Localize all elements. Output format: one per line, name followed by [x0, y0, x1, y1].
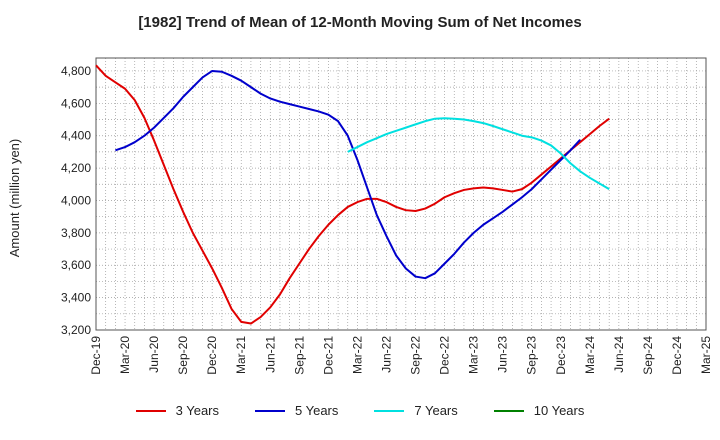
y-tick-label: 3,800: [61, 226, 91, 240]
y-tick-label: 3,400: [61, 291, 91, 305]
y-tick-label: 4,600: [61, 96, 91, 110]
x-tick-label: Dec-22: [438, 336, 452, 375]
legend-item-10-years: 10 Years: [493, 403, 585, 418]
x-tick-label: Dec-23: [554, 336, 568, 375]
y-tick-label: 3,200: [61, 323, 91, 337]
x-tick-label: Jun-21: [263, 336, 277, 373]
series-line-5-years: [115, 69, 581, 280]
x-tick-label: Dec-24: [670, 336, 684, 375]
legend-item-7-years: 7 Years: [374, 403, 458, 418]
grid-lines: [96, 58, 706, 330]
x-tick-label: Mar-20: [118, 336, 132, 374]
x-tick-label: Dec-19: [89, 336, 103, 375]
x-tick-label: Mar-22: [350, 336, 364, 374]
x-tick-label: Dec-21: [321, 336, 335, 375]
x-tick-label: Sep-21: [292, 336, 306, 375]
chart-title: [1982] Trend of Mean of 12-Month Moving …: [138, 14, 582, 31]
x-tick-label: Jun-24: [612, 336, 626, 373]
y-axis-label: Amount (million yen): [7, 139, 22, 258]
x-tick-label: Jun-20: [147, 336, 161, 373]
y-tick-label: 4,200: [61, 161, 91, 175]
x-tick-label: Sep-20: [176, 336, 190, 375]
series-line-7-years: [347, 117, 610, 191]
y-tick-label: 4,400: [61, 129, 91, 143]
plot-area-border: [95, 57, 707, 331]
legend-label: 7 Years: [414, 403, 458, 418]
x-tick-label: Sep-22: [409, 336, 423, 375]
legend-label: 5 Years: [295, 403, 339, 418]
axes: [95, 57, 707, 331]
legend-swatch: [374, 409, 405, 412]
x-tick-label: Jun-22: [379, 336, 393, 373]
y-tick-label: 4,000: [61, 193, 91, 207]
x-tick-label: Mar-23: [467, 336, 481, 374]
series-line-3-years: [95, 64, 610, 325]
y-tick-label: 4,800: [61, 64, 91, 78]
x-tick-label: Sep-24: [641, 336, 655, 375]
legend-swatch: [255, 409, 285, 412]
legend-label: 3 Years: [175, 403, 219, 418]
tick-labels: 3,200 3,400 3,600 3,800 4,000 4,200 4,400 4,600…: [61, 64, 713, 375]
legend-item-5-years: 5 Years: [255, 403, 338, 418]
x-tick-label: Sep-23: [525, 336, 539, 375]
legend-swatch: [493, 409, 524, 412]
x-tick-label: Mar-25: [699, 336, 713, 374]
legend: 3 Years 5 Years 7 Years 10 Years: [0, 403, 720, 418]
x-tick-label: Jun-23: [496, 336, 510, 373]
series-lines: [95, 64, 610, 325]
x-tick-label: Dec-20: [205, 336, 219, 375]
x-tick-label: Mar-24: [583, 336, 597, 374]
y-tick-label: 3,600: [61, 258, 91, 272]
legend-item-3-years: 3 Years: [135, 403, 219, 418]
x-tick-label: Mar-21: [234, 336, 248, 374]
legend-swatch: [135, 409, 166, 412]
legend-label: 10 Years: [533, 403, 585, 418]
